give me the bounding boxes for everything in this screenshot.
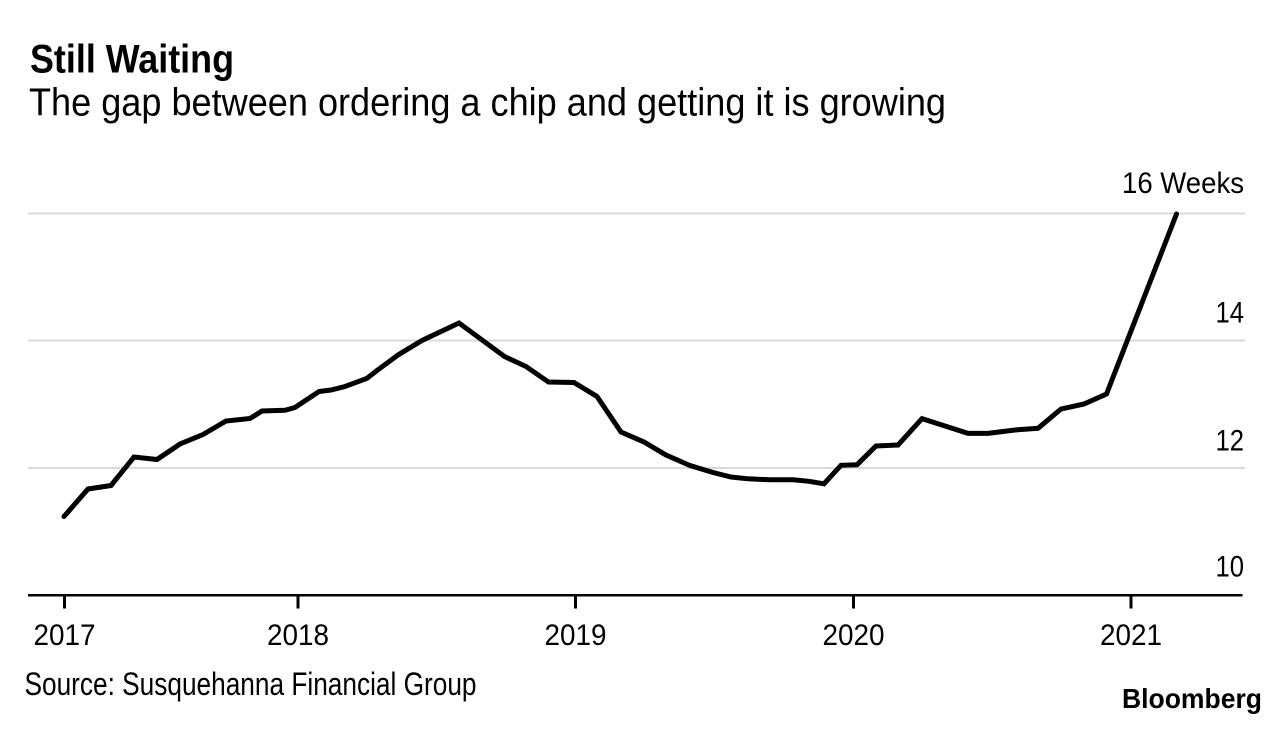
svg-text:2018: 2018 [267,619,329,652]
svg-text:14: 14 [1216,297,1245,330]
svg-text:12: 12 [1216,425,1245,458]
svg-text:2017: 2017 [34,619,96,652]
svg-text:Still Waiting: Still Waiting [30,38,234,82]
svg-text:2020: 2020 [823,619,885,652]
svg-text:The gap between ordering a chi: The gap between ordering a chip and gett… [29,82,946,125]
svg-text:2021: 2021 [1100,619,1162,652]
svg-text:Source: Susquehanna Financial: Source: Susquehanna Financial Group [25,666,477,702]
svg-text:16 Weeks: 16 Weeks [1122,167,1244,200]
svg-text:10: 10 [1216,551,1245,584]
svg-text:2019: 2019 [545,619,607,652]
svg-text:Bloomberg: Bloomberg [1122,683,1262,714]
